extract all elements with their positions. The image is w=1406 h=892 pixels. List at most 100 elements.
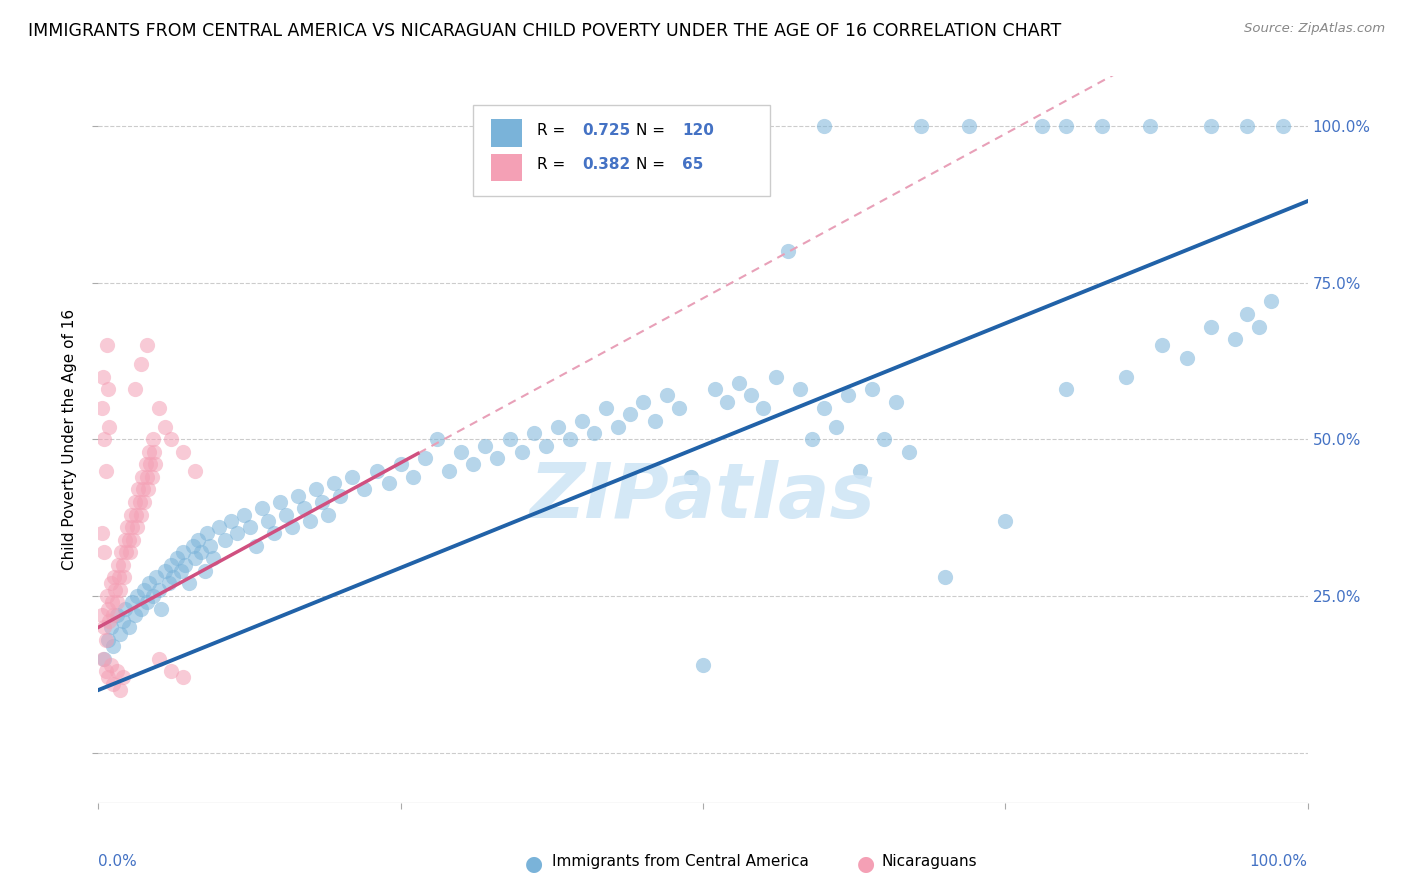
Point (96, 338, 118, 352)
Point (934, 570, 956, 584)
Point (644, 413, 666, 427)
Point (1223, 332, 1246, 346)
Point (142, 433, 165, 447)
Point (91, 651, 114, 665)
Point (125, 508, 148, 522)
Point (138, 576, 160, 591)
Point (534, 439, 557, 453)
Point (463, 458, 485, 472)
Point (413, 451, 436, 466)
Point (426, 433, 449, 447)
Point (305, 483, 328, 497)
Point (111, 670, 134, 684)
Point (299, 514, 322, 528)
Point (837, 388, 859, 402)
Point (138, 445, 160, 459)
Text: R =: R = (537, 157, 565, 172)
Point (94, 464, 117, 478)
Point (120, 508, 142, 522)
Point (1199, 119, 1222, 133)
Point (91, 526, 114, 541)
Point (145, 570, 167, 584)
Point (583, 425, 606, 440)
Point (184, 551, 207, 566)
Point (571, 413, 593, 427)
Point (1091, 119, 1114, 133)
Point (679, 470, 702, 484)
Point (377, 476, 399, 491)
Point (402, 470, 425, 484)
Point (263, 526, 285, 541)
Point (103, 570, 125, 584)
Point (250, 501, 273, 516)
Point (93, 620, 115, 634)
Point (135, 458, 157, 472)
Point (187, 533, 209, 547)
Text: IMMIGRANTS FROM CENTRAL AMERICA VS NICARAGUAN CHILD POVERTY UNDER THE AGE OF 16 : IMMIGRANTS FROM CENTRAL AMERICA VS NICAR… (28, 22, 1062, 40)
Point (143, 458, 166, 472)
Point (179, 576, 201, 591)
Point (100, 620, 122, 634)
Point (107, 558, 129, 572)
Text: N =: N = (637, 123, 665, 138)
Point (813, 119, 835, 133)
Point (91, 369, 114, 384)
Point (184, 464, 207, 478)
Point (245, 539, 267, 553)
Point (93, 651, 115, 665)
Point (353, 483, 375, 497)
Point (93, 433, 115, 447)
Point (607, 419, 630, 434)
Point (169, 564, 191, 578)
Point (91, 401, 114, 415)
Point (474, 439, 496, 453)
Point (311, 495, 333, 509)
Point (776, 244, 799, 259)
Point (131, 470, 153, 484)
Text: 0.725: 0.725 (582, 123, 630, 138)
Point (1260, 294, 1282, 309)
Point (100, 595, 122, 609)
Point (127, 589, 149, 603)
Point (97, 632, 120, 647)
Point (118, 533, 141, 547)
Point (108, 582, 131, 597)
Text: 0.382: 0.382 (582, 157, 630, 172)
Point (716, 394, 738, 409)
Text: 120: 120 (682, 123, 714, 138)
Point (94, 664, 117, 678)
Point (510, 445, 533, 459)
Point (1054, 382, 1077, 396)
Point (825, 419, 848, 434)
Point (1152, 338, 1174, 352)
Point (139, 458, 162, 472)
Point (157, 576, 180, 591)
Point (239, 520, 262, 534)
Point (765, 369, 787, 384)
Point (124, 607, 146, 622)
Point (127, 520, 149, 534)
Point (195, 526, 218, 541)
Point (148, 401, 170, 415)
Point (232, 508, 254, 522)
Point (108, 683, 131, 698)
Point (800, 433, 823, 447)
Point (1115, 369, 1137, 384)
Point (97, 601, 120, 615)
Point (160, 664, 183, 678)
Point (886, 394, 908, 409)
Point (281, 520, 304, 534)
Point (104, 582, 127, 597)
Point (100, 657, 122, 672)
Point (287, 489, 309, 503)
Point (101, 607, 124, 622)
Point (1175, 351, 1198, 365)
Point (172, 445, 194, 459)
Text: Nicaraguans: Nicaraguans (882, 854, 977, 869)
Point (1236, 307, 1258, 321)
Point (148, 651, 170, 665)
Point (124, 495, 146, 509)
Point (98, 614, 121, 628)
Point (111, 558, 134, 572)
Point (172, 545, 194, 559)
